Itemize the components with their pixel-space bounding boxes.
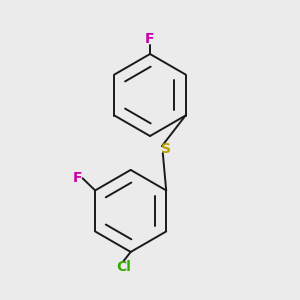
Text: F: F [72, 171, 82, 185]
Text: Cl: Cl [116, 260, 131, 274]
Text: F: F [145, 32, 155, 46]
Text: S: S [161, 142, 171, 155]
